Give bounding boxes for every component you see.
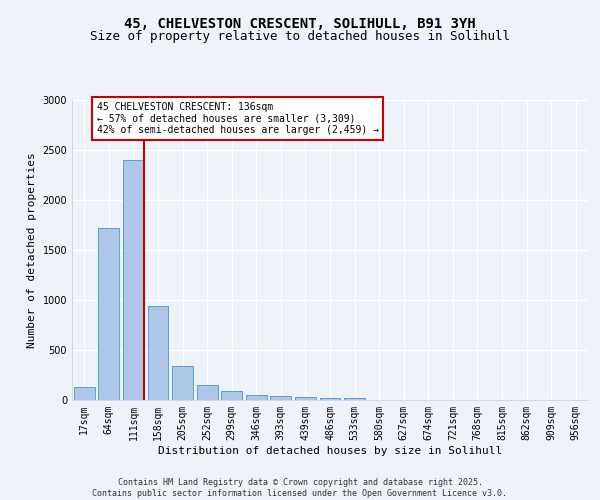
Text: 45 CHELVESTON CRESCENT: 136sqm
← 57% of detached houses are smaller (3,309)
42% : 45 CHELVESTON CRESCENT: 136sqm ← 57% of … xyxy=(97,102,379,135)
Bar xyxy=(148,306,169,400)
Bar xyxy=(221,391,242,400)
Bar xyxy=(320,398,340,400)
Bar xyxy=(344,398,365,400)
Text: Size of property relative to detached houses in Solihull: Size of property relative to detached ho… xyxy=(90,30,510,43)
Text: Contains HM Land Registry data © Crown copyright and database right 2025.
Contai: Contains HM Land Registry data © Crown c… xyxy=(92,478,508,498)
Y-axis label: Number of detached properties: Number of detached properties xyxy=(27,152,37,348)
Bar xyxy=(271,396,292,400)
Bar xyxy=(172,366,193,400)
Bar xyxy=(123,160,144,400)
Bar xyxy=(295,396,316,400)
Bar xyxy=(74,387,95,400)
Bar xyxy=(246,394,267,400)
Text: 45, CHELVESTON CRESCENT, SOLIHULL, B91 3YH: 45, CHELVESTON CRESCENT, SOLIHULL, B91 3… xyxy=(124,18,476,32)
Bar xyxy=(98,228,119,400)
Bar xyxy=(197,384,218,400)
X-axis label: Distribution of detached houses by size in Solihull: Distribution of detached houses by size … xyxy=(158,446,502,456)
